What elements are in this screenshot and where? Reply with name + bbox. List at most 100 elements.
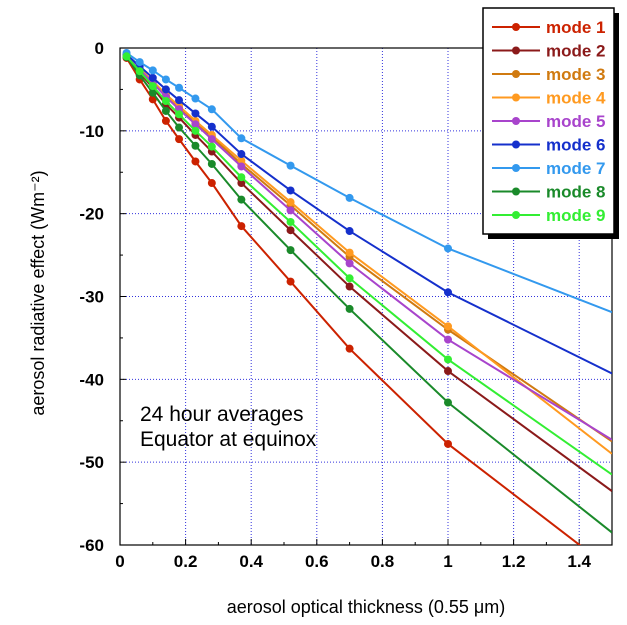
legend-label: mode 5 bbox=[546, 112, 606, 131]
grid-lines bbox=[120, 48, 612, 545]
data-point-mode-5 bbox=[207, 135, 216, 144]
data-point-mode-2 bbox=[345, 282, 354, 291]
data-point-mode-7 bbox=[207, 105, 216, 114]
x-tick-label: 0.2 bbox=[174, 552, 198, 571]
legend-label: mode 6 bbox=[546, 136, 606, 155]
data-point-mode-5 bbox=[345, 259, 354, 268]
legend-label: mode 1 bbox=[546, 18, 606, 37]
data-point-mode-7 bbox=[345, 193, 354, 202]
data-point-mode-7 bbox=[175, 83, 184, 92]
data-point-mode-8 bbox=[237, 195, 246, 204]
data-point-mode-9 bbox=[444, 355, 452, 364]
x-tick-label: 0.6 bbox=[305, 552, 329, 571]
data-point-mode-1 bbox=[237, 222, 246, 231]
x-axis-label: aerosol optical thickness (0.55 μm) bbox=[227, 597, 506, 617]
data-point-mode-8 bbox=[286, 246, 295, 255]
data-point-mode-7 bbox=[444, 244, 452, 253]
data-point-mode-4 bbox=[237, 156, 246, 165]
legend-label: mode 2 bbox=[546, 42, 606, 61]
data-point-mode-5 bbox=[444, 335, 452, 344]
annotation-line-1: 24 hour averages bbox=[140, 403, 303, 426]
legend-label: mode 3 bbox=[546, 65, 606, 84]
y-tick-label: -20 bbox=[79, 205, 104, 224]
plot-frame bbox=[119, 47, 613, 546]
legend-swatch-marker bbox=[512, 187, 520, 196]
data-point-mode-4 bbox=[444, 322, 452, 331]
data-point-mode-8 bbox=[175, 123, 184, 132]
data-point-mode-4 bbox=[345, 248, 354, 257]
data-point-mode-9 bbox=[345, 274, 354, 283]
data-point-mode-2 bbox=[286, 226, 295, 235]
legend-swatch-marker bbox=[512, 117, 520, 125]
data-point-mode-6 bbox=[444, 288, 452, 297]
legend-label: mode 7 bbox=[546, 159, 606, 178]
y-tick-label: -40 bbox=[79, 370, 104, 389]
data-point-mode-7 bbox=[237, 134, 246, 143]
data-point-mode-7 bbox=[161, 75, 170, 84]
legend-swatch-marker bbox=[512, 211, 520, 219]
data-point-mode-9 bbox=[175, 110, 184, 119]
data-point-mode-1 bbox=[161, 116, 170, 125]
x-tick-label: 1.2 bbox=[502, 552, 526, 571]
data-point-mode-8 bbox=[148, 88, 157, 97]
data-point-mode-6 bbox=[207, 122, 216, 131]
data-point-mode-2 bbox=[237, 179, 246, 188]
data-point-mode-5 bbox=[237, 162, 246, 171]
legend-swatch-marker bbox=[512, 46, 520, 55]
data-point-mode-8 bbox=[207, 159, 216, 168]
axes: 0 0.2 0.4 0.6 0.8 1 1.2 1.4 0 -10 -20 -30 -40 -50 -60 bbox=[79, 39, 613, 571]
data-point-mode-4 bbox=[286, 198, 295, 207]
data-point-mode-1 bbox=[345, 344, 354, 353]
x-tick-label: 1 bbox=[443, 552, 452, 571]
data-point-mode-8 bbox=[444, 398, 452, 407]
data-point-mode-1 bbox=[207, 179, 216, 188]
x-tick-label: 0 bbox=[115, 552, 124, 571]
data-point-mode-1 bbox=[148, 95, 157, 104]
y-tick-label: -30 bbox=[79, 288, 104, 307]
y-tick-label: -50 bbox=[79, 453, 104, 472]
data-point-mode-6 bbox=[345, 227, 354, 236]
y-axis-label: aerosol radiative effect (Wm⁻²) bbox=[28, 170, 48, 415]
data-point-mode-6 bbox=[191, 109, 200, 118]
data-point-mode-7 bbox=[148, 66, 157, 75]
data-point-mode-1 bbox=[191, 157, 200, 166]
data-point-mode-1 bbox=[444, 439, 452, 448]
data-point-mode-8 bbox=[161, 106, 170, 115]
data-point-mode-6 bbox=[161, 85, 170, 94]
data-point-mode-9 bbox=[286, 217, 295, 226]
x-tick-label: 0.8 bbox=[371, 552, 395, 571]
data-point-mode-7 bbox=[135, 58, 144, 67]
data-point-mode-7 bbox=[191, 94, 200, 103]
data-point-mode-1 bbox=[286, 277, 295, 286]
y-tick-label: -60 bbox=[79, 536, 104, 555]
data-point-mode-9 bbox=[122, 52, 131, 61]
legend: mode 1 mode 2 mode 3 mode 4 mode 5 mode 6 mode… bbox=[482, 7, 619, 239]
annotation-line-2: Equator at equinox bbox=[140, 428, 317, 451]
x-tick-label: 1.4 bbox=[567, 552, 591, 571]
data-point-mode-8 bbox=[191, 141, 200, 150]
legend-label: mode 4 bbox=[546, 89, 606, 108]
data-point-mode-9 bbox=[135, 67, 144, 76]
data-point-mode-2 bbox=[444, 367, 452, 376]
data-point-mode-5 bbox=[191, 120, 200, 129]
data-point-mode-6 bbox=[286, 186, 295, 195]
data-point-mode-9 bbox=[191, 126, 200, 135]
data-point-mode-8 bbox=[345, 304, 354, 313]
data-point-mode-9 bbox=[237, 173, 246, 182]
legend-swatch-marker bbox=[512, 164, 520, 172]
legend-swatch-marker bbox=[512, 70, 520, 78]
data-point-mode-7 bbox=[286, 161, 295, 170]
legend-swatch-marker bbox=[512, 140, 520, 149]
legend-label: mode 9 bbox=[546, 206, 606, 225]
legend-label: mode 8 bbox=[546, 183, 606, 202]
y-tick-label: -10 bbox=[79, 122, 104, 141]
data-point-mode-5 bbox=[286, 206, 295, 215]
data-point-mode-9 bbox=[161, 97, 170, 106]
data-point-mode-1 bbox=[175, 135, 184, 144]
data-point-mode-6 bbox=[148, 73, 157, 82]
series-group bbox=[122, 48, 612, 545]
x-tick-label: 0.4 bbox=[239, 552, 263, 571]
data-point-mode-9 bbox=[207, 142, 216, 151]
legend-swatch-marker bbox=[512, 93, 520, 102]
